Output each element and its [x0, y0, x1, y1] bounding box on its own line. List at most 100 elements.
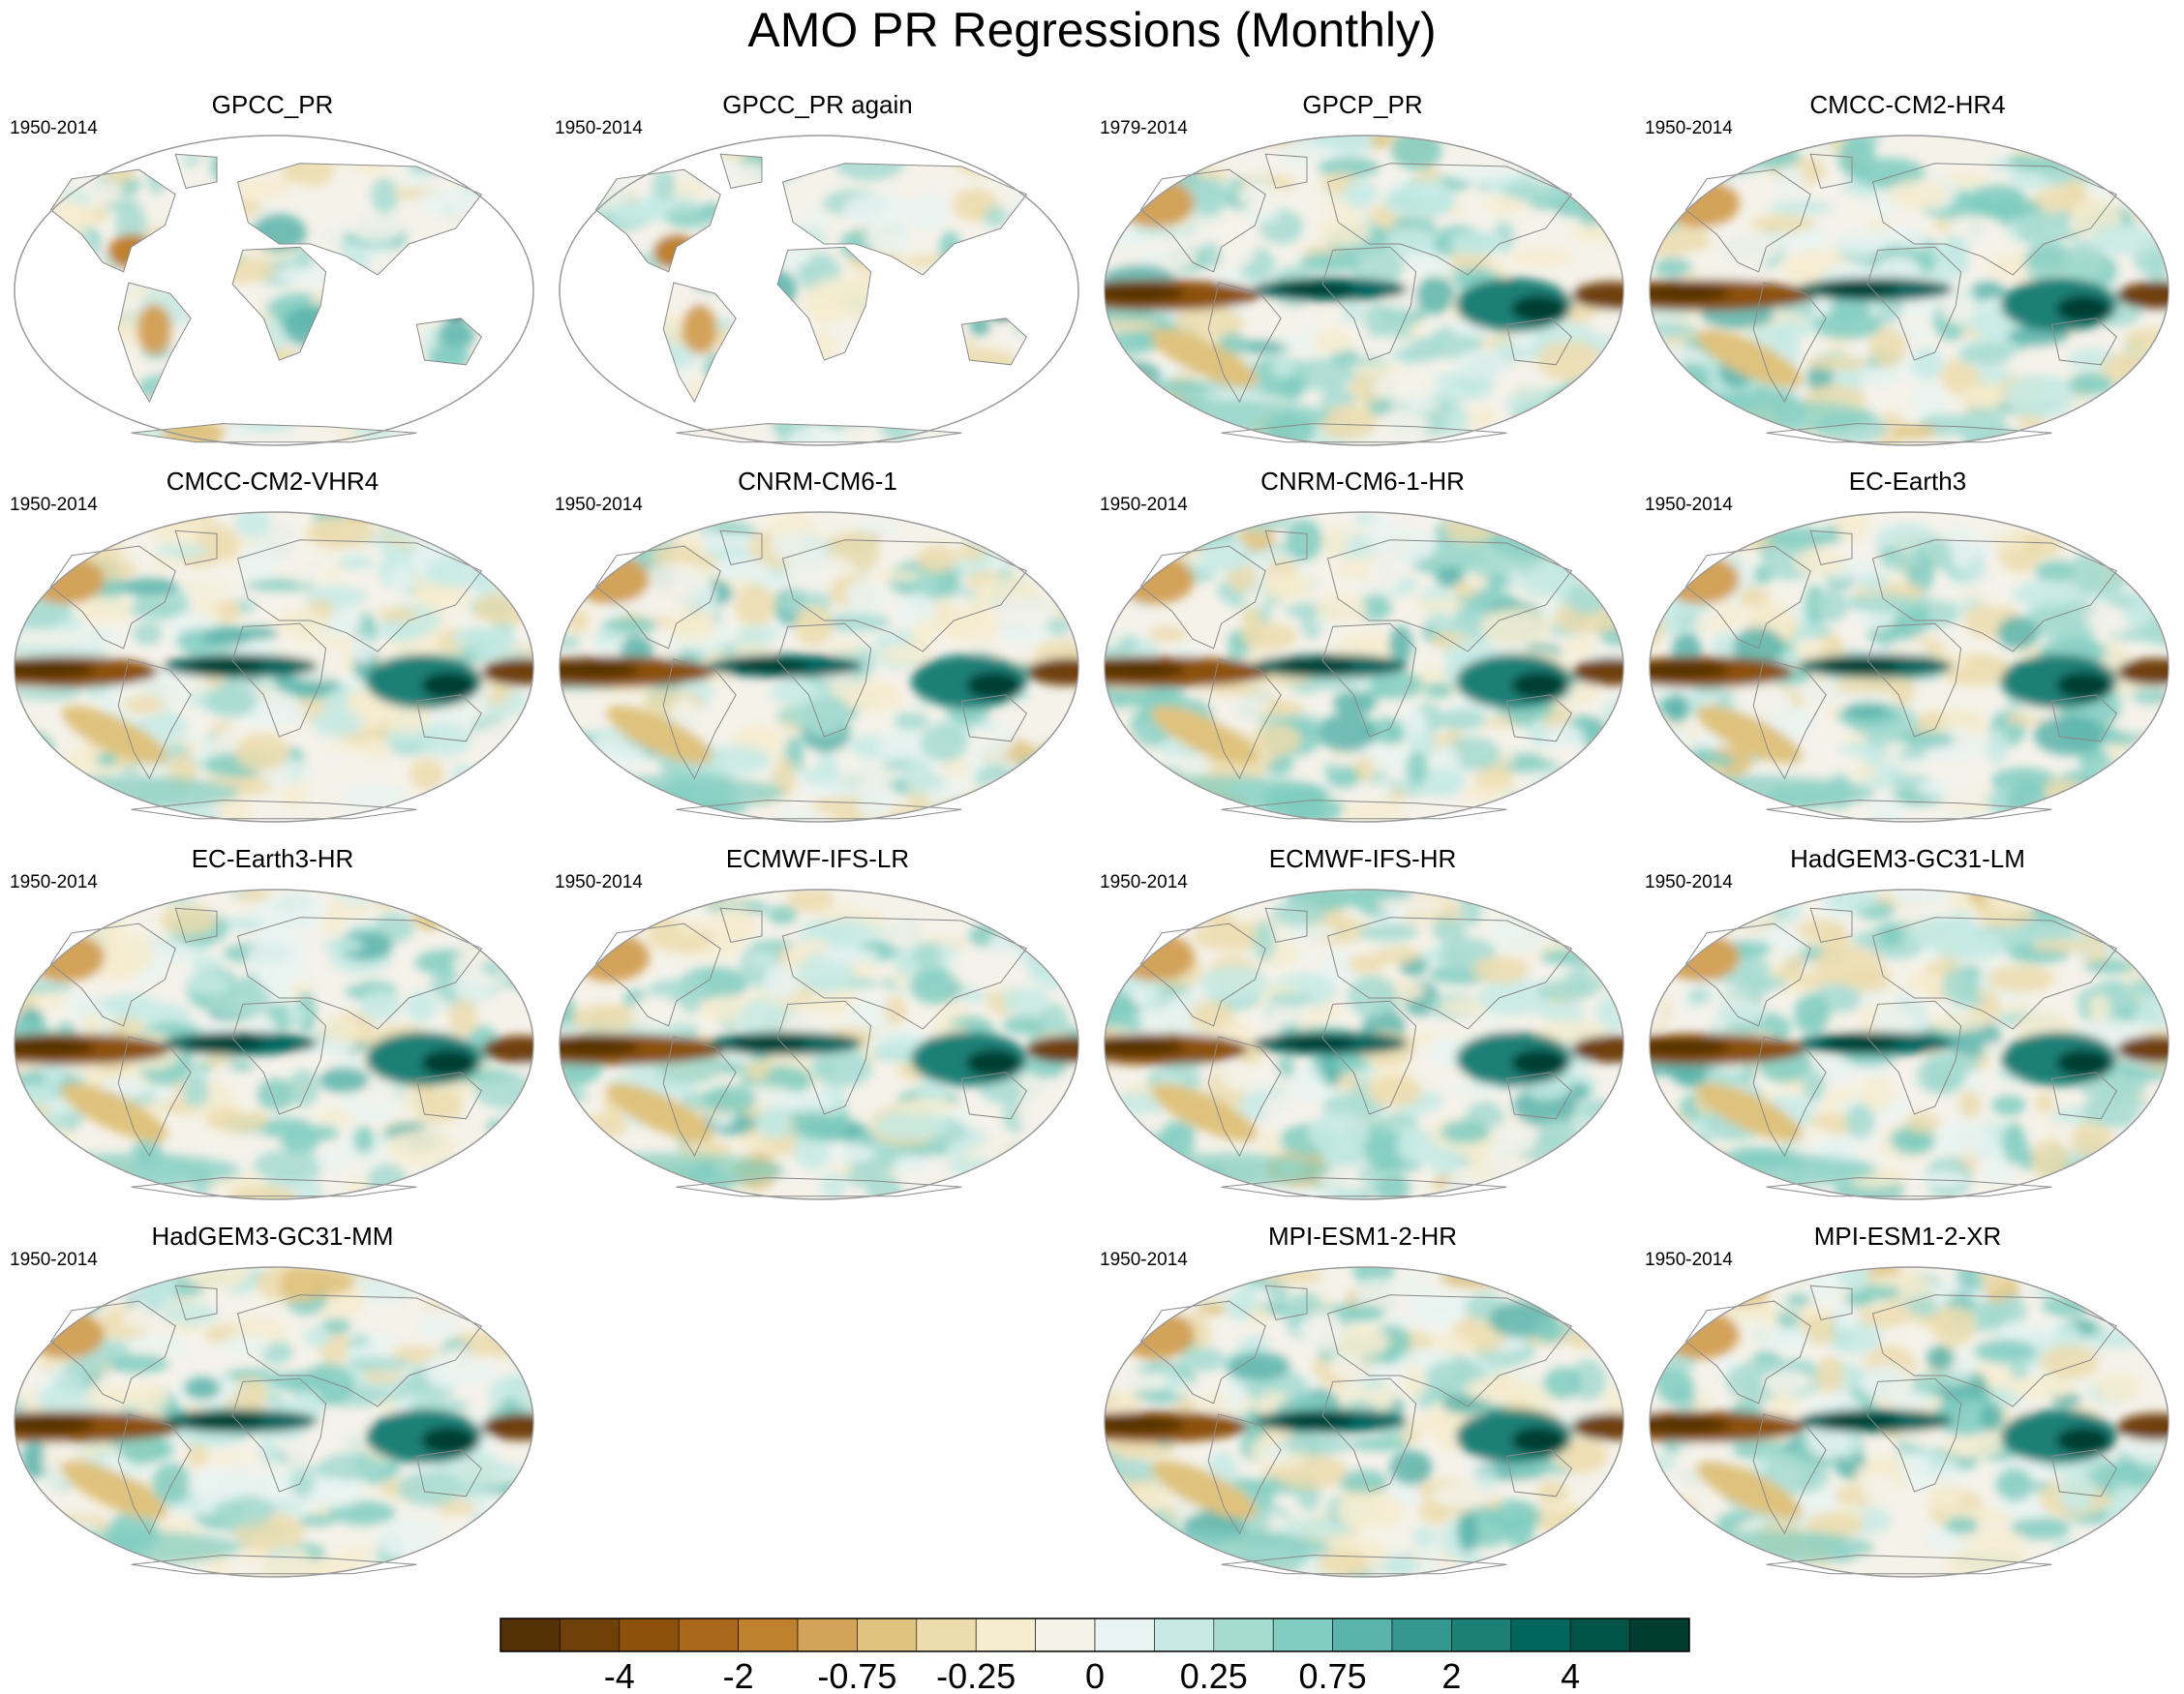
colorbar-tick-label: -4	[604, 1656, 635, 1694]
precip-field	[1105, 1267, 1623, 1577]
panel-title: CMCC-CM2-HR4	[1809, 90, 2006, 119]
map-panel: CMCC-CM2-HR4 1950-2014	[1635, 89, 2180, 467]
colorbar-box	[1094, 1618, 1155, 1652]
robinson-map	[553, 880, 1085, 1209]
panel-period: 1950-2014	[10, 872, 98, 892]
robinson-map	[1643, 880, 2175, 1209]
map-boundary	[559, 135, 1079, 446]
colorbar-tick-label: -0.75	[817, 1656, 896, 1694]
colorbar: -4 -2 -0.75 -0.25 0 0.25 0.75 2 4	[499, 1617, 1691, 1694]
colorbar-tick-label: 2	[1441, 1656, 1461, 1694]
colorbar-box	[916, 1618, 977, 1652]
coastlines	[1139, 153, 1573, 443]
robinson-map	[8, 126, 540, 455]
panel-title: ECMWF-IFS-LR	[725, 844, 910, 873]
panel-title: MPI-ESM1-2-HR	[1267, 1222, 1457, 1251]
map-boundary	[14, 135, 534, 446]
colorbar-box	[619, 1618, 680, 1652]
map-panel: CNRM-CM6-1-HR 1950-2014	[1090, 466, 1635, 843]
precip-field	[15, 890, 533, 1199]
panel-period: 1950-2014	[555, 872, 643, 892]
panel-period: 1979-2014	[1100, 118, 1188, 138]
map-panel: ECMWF-IFS-LR 1950-2014	[545, 843, 1090, 1221]
coastlines	[1684, 1285, 2118, 1575]
map-boundary	[559, 889, 1079, 1200]
map-panel: GPCC_PR again 1950-2014	[545, 89, 1090, 467]
colorbar-box	[500, 1618, 561, 1652]
map-boundary	[1649, 1266, 2169, 1578]
coastlines	[49, 529, 483, 820]
precip-field	[1105, 512, 1623, 822]
robinson-map	[1098, 502, 1630, 832]
precip-field	[15, 1267, 533, 1577]
colorbar-box	[1272, 1618, 1333, 1652]
robinson-map	[1643, 126, 2175, 455]
coastlines	[1684, 153, 2118, 443]
map-panel: HadGEM3-GC31-LM 1950-2014	[1635, 843, 2180, 1221]
panel-title: MPI-ESM1-2-XR	[1813, 1222, 2002, 1251]
panel-period: 1950-2014	[1100, 872, 1188, 892]
map-panel: MPI-ESM1-2-HR 1950-2014	[1090, 1221, 1635, 1598]
map-panel: GPCC_PR 1950-2014	[0, 89, 545, 467]
colorbar-tick-label: -2	[723, 1656, 754, 1694]
map-boundary	[1104, 135, 1624, 446]
robinson-map	[553, 502, 1085, 832]
colorbar-box	[1035, 1618, 1096, 1652]
coastlines	[49, 907, 483, 1197]
panel-title: EC-Earth3-HR	[191, 844, 354, 873]
panel-title: EC-Earth3	[1848, 467, 1967, 496]
robinson-map	[1098, 126, 1630, 455]
colorbar-box	[975, 1618, 1036, 1652]
robinson-map	[553, 126, 1085, 455]
colorbar-tick-label: 4	[1561, 1656, 1580, 1694]
colorbar-box	[1510, 1618, 1571, 1652]
map-panel: CMCC-CM2-VHR4 1950-2014	[0, 466, 545, 843]
precip-field	[1105, 890, 1623, 1199]
colorbar-box	[738, 1618, 799, 1652]
panel-title: CNRM-CM6-1	[738, 467, 897, 496]
coastlines	[1139, 1285, 1573, 1575]
panel-period: 1950-2014	[10, 495, 98, 515]
colorbar-box	[1332, 1618, 1393, 1652]
colorbar-box	[1154, 1618, 1215, 1652]
panel-title: HadGEM3-GC31-LM	[1790, 844, 2025, 873]
coastlines	[1684, 907, 2118, 1197]
map-boundary	[1649, 135, 2169, 446]
coastlines	[594, 153, 1028, 443]
robinson-map	[8, 1257, 540, 1587]
coastlines	[1139, 529, 1573, 820]
robinson-map	[8, 880, 540, 1209]
colorbar-box	[1569, 1618, 1630, 1652]
main-title: AMO PR Regressions (Monthly)	[747, 3, 1437, 57]
panel-title: CMCC-CM2-VHR4	[166, 467, 379, 496]
map-panel: CNRM-CM6-1 1950-2014	[545, 466, 1090, 843]
colorbar-tick-label: 0.75	[1299, 1656, 1367, 1694]
robinson-map	[8, 502, 540, 832]
colorbar-box	[678, 1618, 739, 1652]
panel-title: GPCP_PR	[1302, 90, 1423, 119]
precip-field	[595, 154, 1027, 442]
map-panel: EC-Earth3-HR 1950-2014	[0, 843, 545, 1221]
colorbar-box	[1391, 1618, 1452, 1652]
robinson-map	[1643, 1257, 2175, 1587]
precip-field	[1105, 136, 1623, 445]
map-panel: HadGEM3-GC31-MM 1950-2014	[0, 1221, 545, 1598]
precip-field	[15, 512, 533, 822]
panel-title: CNRM-CM6-1-HR	[1260, 467, 1465, 496]
map-boundary	[1649, 889, 2169, 1200]
panel-period: 1950-2014	[1645, 872, 1733, 892]
map-boundary	[1104, 1266, 1624, 1578]
colorbar-outline	[500, 1618, 1690, 1652]
map-boundary	[1104, 889, 1624, 1200]
coastlines	[1684, 529, 2118, 820]
colorbar-box	[797, 1618, 858, 1652]
colorbar-box	[1629, 1618, 1690, 1652]
map-panel: ECMWF-IFS-HR 1950-2014	[1090, 843, 1635, 1221]
panel-title: HadGEM3-GC31-MM	[151, 1222, 394, 1251]
coastlines	[49, 153, 483, 443]
map-boundary	[14, 889, 534, 1200]
map-panel: EC-Earth3 1950-2014	[1635, 466, 2180, 843]
precip-field	[560, 890, 1078, 1199]
panel-period: 1950-2014	[555, 118, 643, 138]
robinson-map	[1098, 1257, 1630, 1587]
